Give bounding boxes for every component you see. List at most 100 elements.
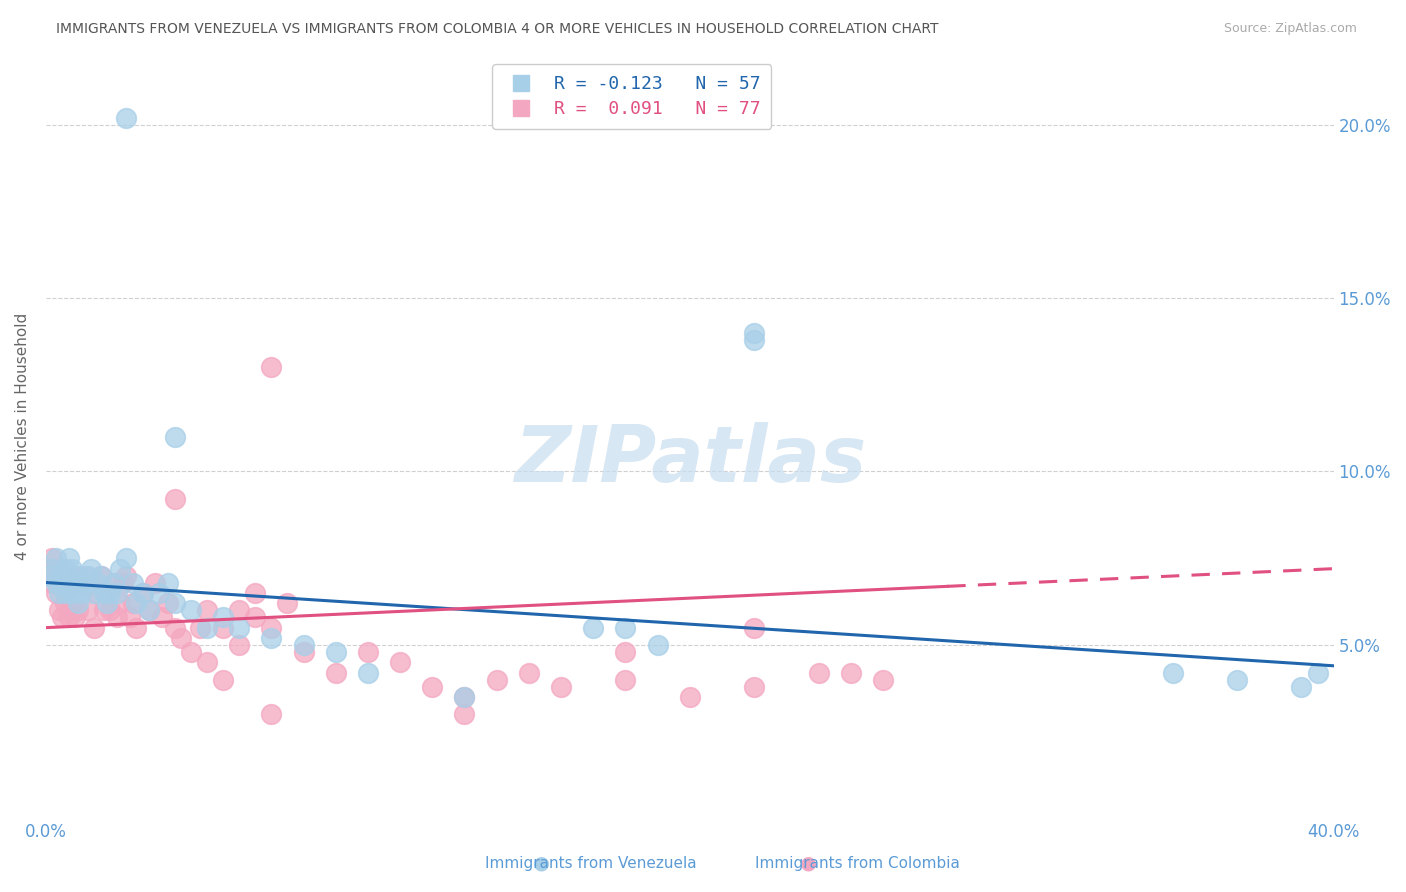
- Point: [195, 603, 218, 617]
- Point: [742, 326, 765, 340]
- Point: [807, 665, 830, 680]
- Point: [53, 561, 76, 575]
- Point: [60, 596, 83, 610]
- Point: [122, 596, 145, 610]
- Point: [212, 673, 235, 687]
- Point: [48, 586, 70, 600]
- Point: [83, 586, 105, 600]
- Point: [53, 586, 76, 600]
- Point: [86, 586, 108, 600]
- Point: [122, 575, 145, 590]
- Point: [180, 603, 202, 617]
- Point: [517, 665, 540, 680]
- Point: [245, 586, 267, 600]
- Point: [60, 561, 83, 575]
- Point: [70, 586, 93, 600]
- Point: [60, 586, 83, 600]
- Point: [80, 575, 103, 590]
- Point: [170, 631, 193, 645]
- Point: [93, 603, 115, 617]
- Point: [73, 575, 96, 590]
- Point: [51, 568, 73, 582]
- Point: [485, 673, 508, 687]
- Point: [103, 575, 125, 590]
- Point: [80, 561, 103, 575]
- Point: [41, 575, 63, 590]
- Point: [679, 690, 702, 704]
- Point: [228, 638, 250, 652]
- Point: [51, 610, 73, 624]
- Point: [325, 665, 347, 680]
- Point: [150, 610, 173, 624]
- Y-axis label: 4 or more Vehicles in Household: 4 or more Vehicles in Household: [15, 313, 30, 560]
- Point: [73, 568, 96, 582]
- Point: [325, 645, 347, 659]
- Point: [190, 621, 212, 635]
- Point: [45, 586, 67, 600]
- Point: [48, 603, 70, 617]
- Text: ●: ●: [533, 854, 550, 873]
- Point: [58, 568, 80, 582]
- Point: [98, 603, 121, 617]
- Point: [453, 690, 475, 704]
- Text: Immigrants from Venezuela: Immigrants from Venezuela: [485, 856, 696, 871]
- Point: [742, 680, 765, 694]
- Point: [115, 551, 138, 566]
- Point: [118, 610, 141, 624]
- Point: [51, 575, 73, 590]
- Point: [67, 568, 90, 582]
- Point: [96, 586, 118, 600]
- Point: [105, 586, 128, 600]
- Point: [157, 596, 180, 610]
- Point: [58, 610, 80, 624]
- Point: [453, 690, 475, 704]
- Point: [138, 603, 160, 617]
- Point: [872, 673, 894, 687]
- Point: [357, 665, 380, 680]
- Point: [276, 596, 298, 610]
- Point: [60, 575, 83, 590]
- Point: [212, 621, 235, 635]
- Point: [76, 603, 98, 617]
- Point: [614, 621, 637, 635]
- Point: [138, 603, 160, 617]
- Point: [103, 575, 125, 590]
- Point: [70, 586, 93, 600]
- Point: [647, 638, 669, 652]
- Point: [550, 680, 572, 694]
- Point: [839, 665, 862, 680]
- Point: [51, 575, 73, 590]
- Point: [125, 621, 148, 635]
- Point: [1226, 673, 1249, 687]
- Point: [105, 610, 128, 624]
- Point: [260, 360, 283, 375]
- Text: Immigrants from Colombia: Immigrants from Colombia: [755, 856, 960, 871]
- Legend: R = -0.123   N = 57, R =  0.091   N = 77: R = -0.123 N = 57, R = 0.091 N = 77: [492, 64, 772, 129]
- Point: [157, 575, 180, 590]
- Text: IMMIGRANTS FROM VENEZUELA VS IMMIGRANTS FROM COLOMBIA 4 OR MORE VEHICLES IN HOUS: IMMIGRANTS FROM VENEZUELA VS IMMIGRANTS …: [56, 22, 939, 37]
- Text: ZIPatlas: ZIPatlas: [513, 422, 866, 498]
- Point: [742, 333, 765, 347]
- Point: [163, 596, 186, 610]
- Point: [195, 621, 218, 635]
- Point: [582, 621, 605, 635]
- Point: [90, 568, 112, 582]
- Point: [45, 575, 67, 590]
- Point: [614, 673, 637, 687]
- Point: [292, 645, 315, 659]
- Point: [93, 586, 115, 600]
- Point: [131, 586, 153, 600]
- Point: [1291, 680, 1313, 694]
- Point: [63, 610, 86, 624]
- Point: [58, 551, 80, 566]
- Text: ●: ●: [800, 854, 817, 873]
- Point: [115, 111, 138, 125]
- Point: [45, 568, 67, 582]
- Point: [108, 596, 131, 610]
- Point: [260, 707, 283, 722]
- Point: [163, 430, 186, 444]
- Point: [67, 603, 90, 617]
- Point: [180, 645, 202, 659]
- Point: [67, 596, 90, 610]
- Point: [115, 568, 138, 582]
